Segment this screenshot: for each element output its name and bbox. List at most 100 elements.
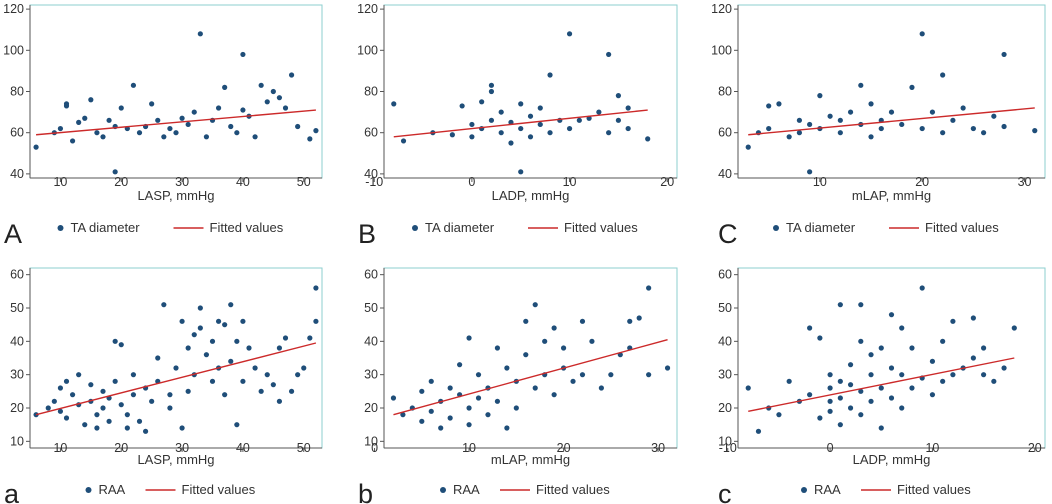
data-point xyxy=(469,134,475,140)
data-point xyxy=(888,395,895,401)
data-point xyxy=(547,72,553,78)
legend-line-label: Fitted values xyxy=(925,220,999,235)
data-point xyxy=(179,115,185,121)
x-tick-label: 20 xyxy=(114,441,128,455)
data-point xyxy=(566,125,573,132)
data-point xyxy=(313,318,319,324)
data-point xyxy=(537,121,543,128)
data-point xyxy=(858,388,864,394)
data-point xyxy=(149,101,155,107)
y-tick-label: 40 xyxy=(718,167,732,181)
data-point xyxy=(513,405,519,411)
data-point xyxy=(570,378,576,384)
data-point xyxy=(627,318,633,324)
data-point xyxy=(419,388,425,394)
x-tick-label: 50 xyxy=(297,441,311,455)
data-point xyxy=(745,385,751,391)
y-tick-label: 40 xyxy=(364,167,378,181)
data-point xyxy=(1001,51,1007,58)
data-point xyxy=(498,109,504,115)
x-tick-label: 10 xyxy=(925,441,939,455)
y-tick-label: 60 xyxy=(364,126,378,140)
data-point xyxy=(518,169,524,175)
x-tick-label: 10 xyxy=(53,175,67,189)
data-point xyxy=(807,121,813,128)
y-tick-label: 120 xyxy=(711,2,732,16)
data-point xyxy=(527,113,534,119)
x-tick-label: 20 xyxy=(915,175,929,189)
data-point xyxy=(532,385,538,391)
y-tick-label: 20 xyxy=(10,401,24,415)
data-point xyxy=(301,365,307,371)
data-point xyxy=(598,385,604,391)
data-point xyxy=(909,385,915,391)
data-point xyxy=(228,123,234,130)
y-tick-label: 40 xyxy=(10,167,24,181)
data-point xyxy=(1001,123,1007,130)
data-point xyxy=(786,134,792,140)
data-point xyxy=(909,84,915,90)
data-point xyxy=(475,395,482,401)
panel-letter: a xyxy=(4,479,20,504)
x-axis-title: mLAP, mmHg xyxy=(852,188,931,203)
data-point xyxy=(868,352,874,358)
legend-point-marker xyxy=(440,487,446,493)
data-point xyxy=(94,130,100,136)
plot-frame xyxy=(737,267,1046,449)
x-tick-label: 0 xyxy=(827,441,834,455)
data-point xyxy=(909,345,915,351)
data-point xyxy=(786,378,792,384)
data-point xyxy=(167,125,173,132)
data-point xyxy=(240,107,246,113)
data-point xyxy=(919,31,925,37)
data-point xyxy=(82,115,88,121)
data-point xyxy=(197,31,203,37)
data-point xyxy=(88,382,94,388)
data-point xyxy=(400,412,406,418)
data-point xyxy=(209,378,216,384)
data-point xyxy=(197,305,203,311)
panel-a: 10 20 30 40 50 60 10 20 30 40 50 LASP, mmHg RAA Fitte… xyxy=(4,267,323,504)
data-point xyxy=(837,302,843,308)
data-point xyxy=(796,117,803,123)
data-point xyxy=(112,169,118,175)
data-point xyxy=(118,342,124,348)
data-point xyxy=(547,130,553,136)
panel-letter: C xyxy=(718,219,738,249)
x-tick-label: 30 xyxy=(651,441,665,455)
data-point xyxy=(185,388,191,394)
legend-point-marker xyxy=(412,225,418,231)
data-point xyxy=(203,134,210,140)
data-point xyxy=(240,318,246,324)
data-point xyxy=(542,338,548,344)
data-point xyxy=(807,169,813,175)
data-point xyxy=(837,117,843,123)
panel-letter: A xyxy=(4,219,22,249)
data-point xyxy=(228,302,234,308)
data-point xyxy=(560,345,567,351)
data-point xyxy=(929,392,936,398)
data-point xyxy=(161,134,167,140)
data-point xyxy=(868,398,874,404)
data-point xyxy=(118,105,124,111)
y-tick-label: 10 xyxy=(718,434,732,448)
data-point xyxy=(847,109,854,115)
data-point xyxy=(766,103,772,109)
data-point xyxy=(209,338,216,344)
data-point xyxy=(240,51,246,58)
data-point xyxy=(234,130,240,136)
data-point xyxy=(888,365,895,371)
data-point xyxy=(100,134,106,140)
data-point xyxy=(240,378,246,384)
data-point xyxy=(203,352,210,358)
x-tick-label: 30 xyxy=(175,441,189,455)
x-tick-label: 20 xyxy=(660,175,674,189)
data-point xyxy=(504,425,510,431)
x-tick-label: 20 xyxy=(557,441,571,455)
data-point xyxy=(608,372,614,378)
data-point xyxy=(112,378,118,384)
data-point xyxy=(51,398,57,404)
legend-line-label: Fitted values xyxy=(182,482,256,497)
data-point xyxy=(63,415,70,421)
data-point xyxy=(57,408,64,414)
